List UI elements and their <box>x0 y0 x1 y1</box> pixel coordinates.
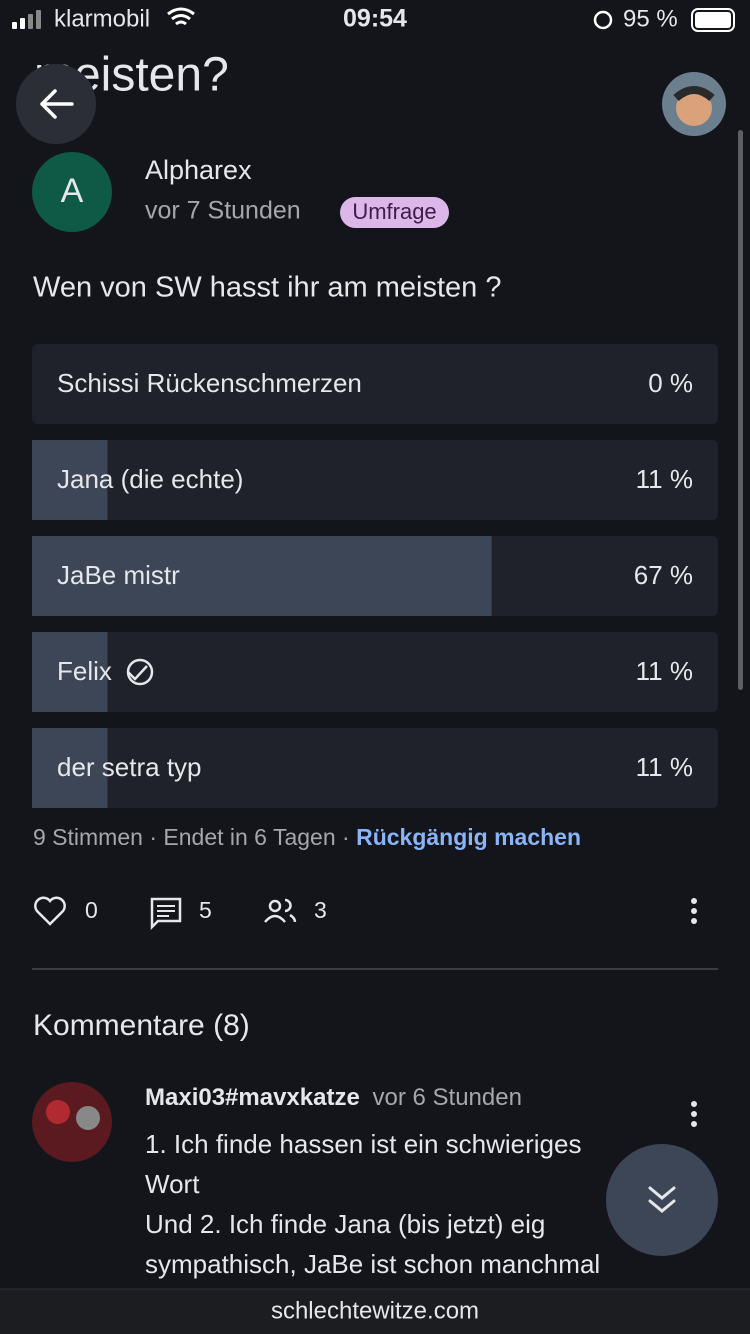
poll-end: Endet in 6 Tagen <box>163 824 335 850</box>
like-button[interactable]: 0 <box>34 896 98 926</box>
comment-avatar <box>32 1082 112 1162</box>
separator: · <box>342 824 350 850</box>
option-bar <box>32 536 492 616</box>
option-track <box>32 632 718 712</box>
comment-meta: Maxi03#mavxkatze vor 6 Stunden <box>145 1084 522 1111</box>
vote-count: 9 Stimmen <box>33 824 143 850</box>
separator: · <box>149 824 157 850</box>
option-bar <box>32 632 108 712</box>
option-label: der setra typ <box>57 752 202 782</box>
domain: schlechtewitze.com <box>271 1297 479 1324</box>
comment-time: vor 6 Stunden <box>373 1084 522 1111</box>
user-avatar[interactable] <box>662 72 726 136</box>
scroll-down-button[interactable] <box>606 1144 718 1256</box>
comment-more[interactable] <box>691 1101 697 1127</box>
participants-button[interactable]: 3 <box>264 897 327 923</box>
option-label: JaBe mistr <box>57 560 180 590</box>
comment-count: 5 <box>199 897 212 923</box>
option-percent: 11 % <box>636 656 693 686</box>
comment-line: Wort <box>145 1169 200 1199</box>
option-percent: 11 % <box>636 464 693 494</box>
option-bar <box>32 440 108 520</box>
comment-line: sympathisch, JaBe ist schon manchmal <box>145 1249 600 1279</box>
status-bar: klarmobil 09:54 95 % <box>12 5 735 33</box>
option-track <box>32 728 718 808</box>
badge-text: Umfrage <box>352 199 436 224</box>
option-bar <box>32 728 108 808</box>
check-circle <box>126 658 154 686</box>
poll-options: Schissi Rückenschmerzen 0 % Jana (die echt… <box>32 344 718 808</box>
comment-body: 1. Ich finde hassen ist ein schwieriges W… <box>145 1129 600 1279</box>
option-label: Jana (die echte) <box>57 464 243 494</box>
option-label: Felix <box>57 656 112 686</box>
carrier: klarmobil <box>54 5 150 32</box>
poll-meta: 9 Stimmen · Endet in 6 Tagen · Rückgängi… <box>33 824 581 850</box>
back-button[interactable] <box>16 64 96 144</box>
option-track <box>32 440 718 520</box>
badge <box>340 197 449 228</box>
comment-author[interactable]: Maxi03#mavxkatze <box>145 1084 360 1111</box>
participant-count: 3 <box>314 897 327 923</box>
author-name[interactable]: Alpharex <box>145 155 252 185</box>
avatar-letter: A <box>61 172 84 210</box>
comments-heading: Kommentare (8) <box>33 1009 250 1042</box>
option-percent: 11 % <box>636 752 693 782</box>
like-count: 0 <box>85 897 98 923</box>
option-percent: 0 % <box>648 368 693 398</box>
battery-level: 95 % <box>623 5 678 32</box>
more-button[interactable] <box>691 898 697 924</box>
clock: 09:54 <box>343 5 407 33</box>
undo-vote[interactable]: Rückgängig machen <box>356 824 581 850</box>
comment-button[interactable]: 5 <box>150 897 212 931</box>
comment-line: Und 2. Ich finde Jana (bis jetzt) eig <box>145 1209 545 1239</box>
post-time: vor 7 Stunden <box>145 197 301 225</box>
comment-line: 1. Ich finde hassen ist ein schwieriges <box>145 1129 581 1159</box>
author-avatar <box>32 152 112 232</box>
url-bar <box>0 1289 750 1334</box>
option-percent: 67 % <box>634 560 693 590</box>
option-track <box>32 344 718 424</box>
check-icon <box>127 665 148 681</box>
scrollbar <box>738 130 743 690</box>
poll-question: Wen von SW hasst ihr am meisten ? <box>33 272 501 304</box>
option-label: Schissi Rückenschmerzen <box>57 368 362 398</box>
